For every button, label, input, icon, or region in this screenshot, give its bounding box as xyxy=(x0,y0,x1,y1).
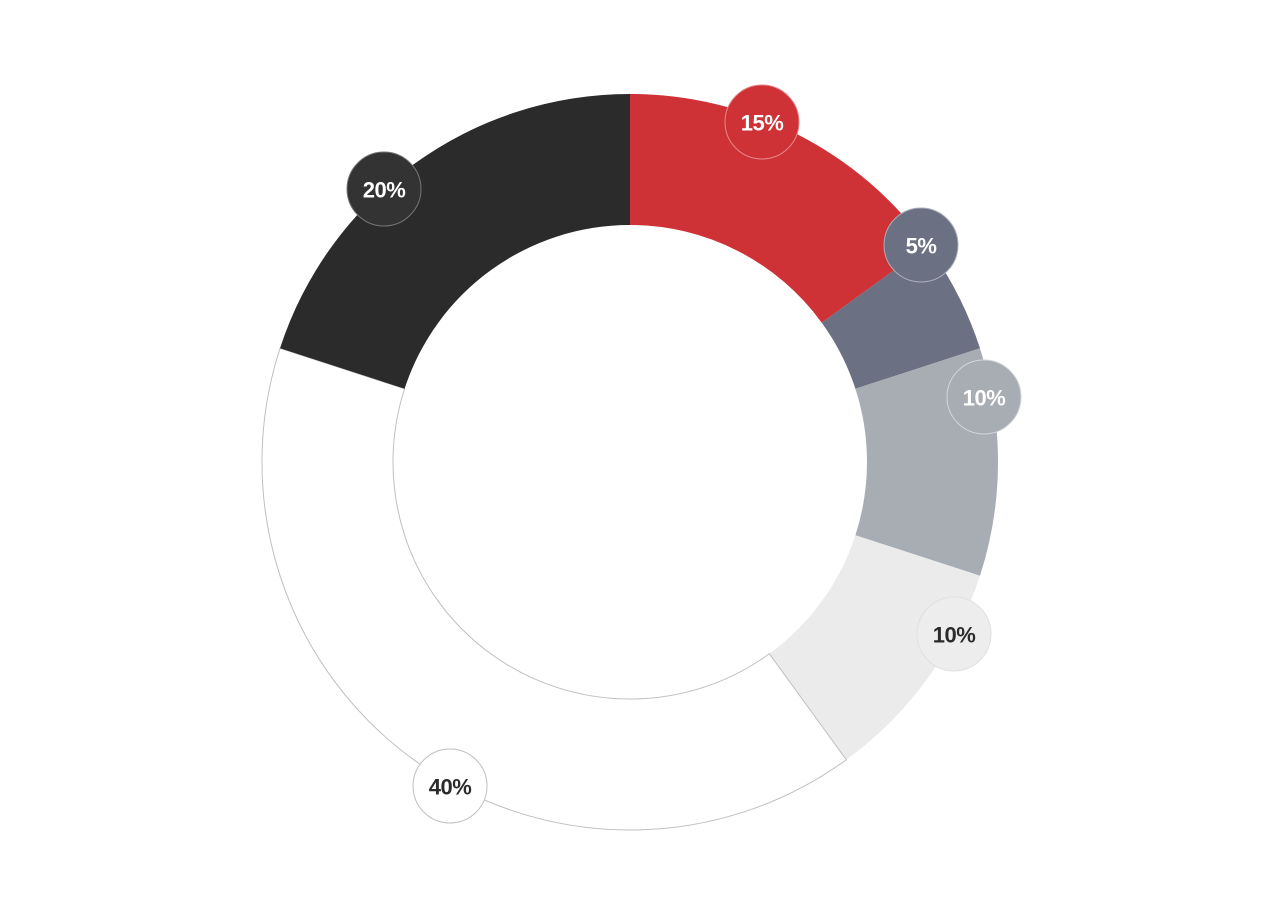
slice-percent-badge[interactable]: 15% xyxy=(724,84,800,160)
donut-slice[interactable] xyxy=(821,245,980,389)
badge-percent-label: 40% xyxy=(429,775,472,800)
badge-circle xyxy=(346,151,422,227)
badge-percent-label: 15% xyxy=(741,111,784,136)
donut-slice[interactable] xyxy=(630,94,928,323)
slice-percent-badge[interactable]: 5% xyxy=(883,207,959,283)
badge-percent-label: 10% xyxy=(963,386,1006,411)
badge-circle xyxy=(412,748,488,824)
donut-badges-group: 15% 5% 10% 10% 40% 20% xyxy=(346,84,1022,824)
badge-circle xyxy=(916,596,992,672)
slice-percent-badge[interactable]: 40% xyxy=(412,748,488,824)
badge-circle xyxy=(883,207,959,283)
badge-circle xyxy=(724,84,800,160)
slice-percent-badge[interactable]: 20% xyxy=(346,151,422,227)
donut-slice[interactable] xyxy=(280,93,630,389)
slice-percent-badge[interactable]: 10% xyxy=(946,359,1022,435)
slice-percent-badge[interactable]: 10% xyxy=(916,596,992,672)
badge-percent-label: 5% xyxy=(906,234,937,259)
badge-percent-label: 10% xyxy=(933,623,976,648)
badge-percent-label: 20% xyxy=(363,178,406,203)
badge-circle xyxy=(946,359,1022,435)
donut-slice[interactable] xyxy=(769,535,980,760)
donut-slice[interactable] xyxy=(261,347,847,831)
